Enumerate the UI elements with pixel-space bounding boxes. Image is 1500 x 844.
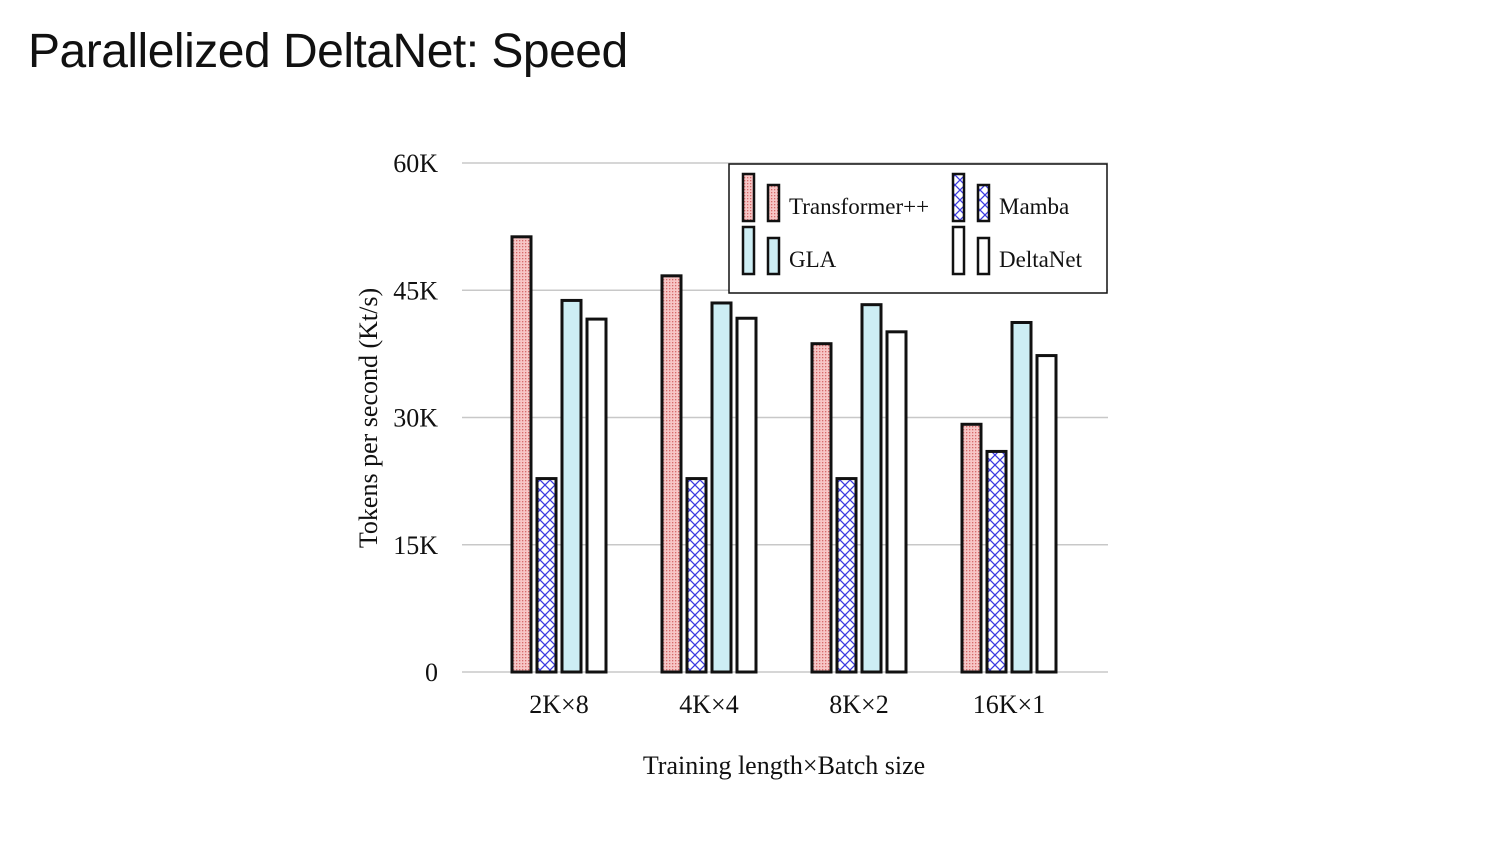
legend-swatch-transformer [741,172,756,223]
bar-deltanet-8k-2 [885,330,908,674]
y-tick-label: 30K [393,404,438,433]
legend-label-transformer: Transformer++ [789,194,929,219]
bar-mamba-2k-8 [535,477,558,674]
legend-swatch-deltanet [951,225,966,276]
bar-deltanet-4k-4 [735,316,758,674]
bar-mamba-8k-2 [835,477,858,674]
x-tick-label: 2K×8 [529,690,588,719]
x-tick-label: 8K×2 [829,690,888,719]
bar-transformer-2k-8 [510,235,533,674]
x-tick-label: 16K×1 [973,690,1045,719]
legend-swatch-gla [741,225,756,276]
y-axis-ticks: 0 15K 30K 45K 60K [393,149,438,687]
bar-deltanet-16k-1 [1035,354,1058,674]
legend-label-mamba: Mamba [999,194,1069,219]
bar-deltanet-2k-8 [585,317,608,674]
bar-mamba-4k-4 [685,477,708,674]
bar-gla-4k-4 [710,301,733,674]
x-tick-label: 4K×4 [679,690,738,719]
y-tick-label: 45K [393,276,438,305]
legend-swatch-mamba [951,172,966,223]
x-axis-ticks: 2K×8 4K×4 8K×2 16K×1 [529,690,1045,719]
bar-gla-2k-8 [560,298,583,674]
bar-transformer-8k-2 [810,342,833,674]
legend: Transformer++ Mamba GLA DeltaNet [728,163,1108,294]
bar-transformer-4k-4 [660,274,683,674]
legend-label-deltanet: DeltaNet [999,247,1083,272]
bar-transformer-16k-1 [960,422,983,674]
bar-mamba-16k-1 [985,449,1008,674]
legend-swatch-mamba [976,183,991,223]
legend-swatch-deltanet [976,236,991,276]
bar-gla-8k-2 [860,303,883,674]
legend-swatch-transformer [766,183,781,223]
slide-title: Parallelized DeltaNet: Speed [28,25,628,78]
y-tick-label: 0 [425,658,438,687]
bars [510,235,1058,674]
x-axis-label: Training length×Batch size [643,751,925,780]
legend-label-gla: GLA [789,247,837,272]
y-axis-label: Tokens per second (Kt/s) [354,288,383,548]
bar-gla-16k-1 [1010,320,1033,674]
y-tick-label: 15K [393,531,438,560]
y-tick-label: 60K [393,149,438,178]
legend-swatch-gla [766,236,781,276]
legend-box [728,163,1108,294]
